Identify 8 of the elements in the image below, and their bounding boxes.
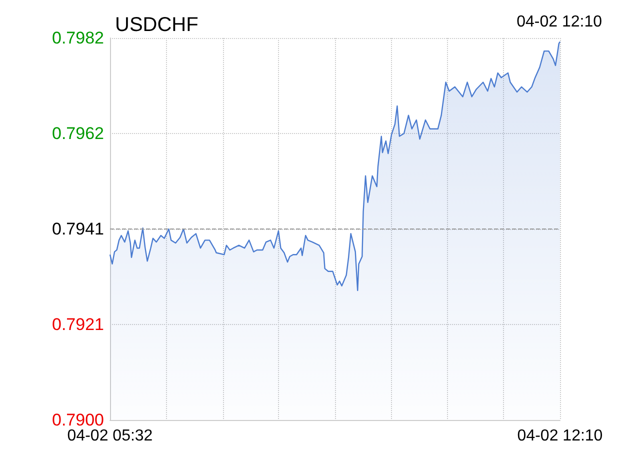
y-tick-label: 0.7962 [52, 124, 104, 143]
y-tick-label: 0.7941 [52, 220, 104, 238]
y-tick-label: 0.7982 [52, 28, 104, 48]
x-tick-label: 04-02 05:32 [67, 428, 153, 444]
text: 04-02 12:10 [516, 14, 602, 30]
y-tick-label: 0.7921 [52, 315, 104, 334]
chart-title: USDCHF [115, 14, 198, 36]
y-tick-label: 0.7900 [52, 410, 104, 430]
